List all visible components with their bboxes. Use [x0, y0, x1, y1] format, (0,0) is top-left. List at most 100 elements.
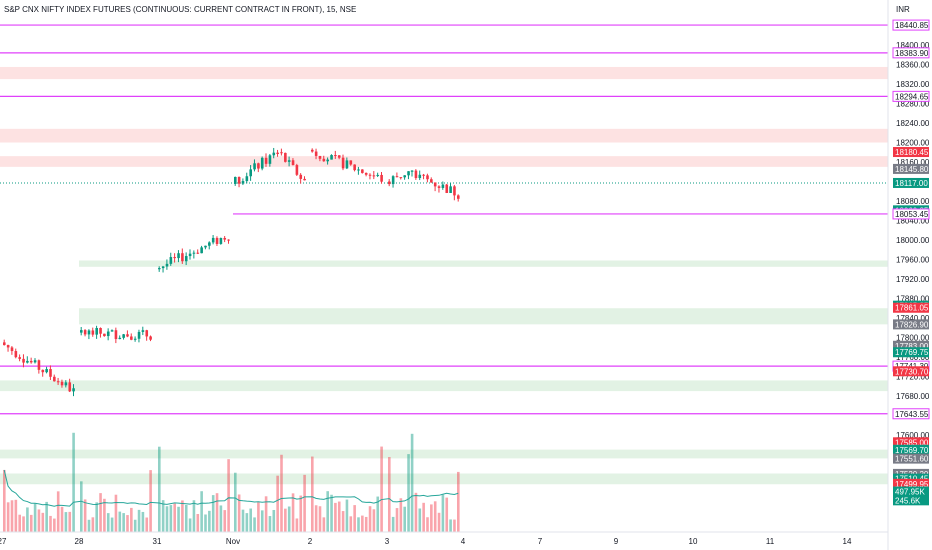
candle[interactable]: [326, 159, 329, 162]
candle[interactable]: [26, 360, 29, 363]
candle[interactable]: [414, 170, 418, 179]
candle[interactable]: [53, 376, 56, 382]
candle[interactable]: [161, 266, 165, 269]
candle[interactable]: [372, 175, 376, 177]
candle[interactable]: [64, 382, 68, 386]
candle[interactable]: [177, 253, 180, 259]
candle[interactable]: [18, 357, 21, 359]
candle[interactable]: [10, 347, 14, 352]
candle[interactable]: [322, 158, 326, 162]
candle[interactable]: [29, 360, 33, 363]
candle[interactable]: [422, 174, 425, 176]
candle[interactable]: [361, 169, 364, 173]
candle[interactable]: [341, 157, 345, 169]
candle[interactable]: [14, 351, 18, 358]
candle[interactable]: [80, 330, 83, 333]
candle[interactable]: [399, 177, 403, 179]
candle[interactable]: [441, 184, 445, 188]
candle[interactable]: [110, 330, 114, 332]
candle[interactable]: [357, 169, 360, 171]
candle[interactable]: [99, 328, 102, 334]
candle[interactable]: [257, 163, 260, 169]
candle[interactable]: [453, 186, 456, 196]
candle[interactable]: [165, 263, 169, 267]
candle[interactable]: [337, 155, 341, 158]
candle[interactable]: [133, 338, 137, 340]
candle[interactable]: [349, 160, 353, 165]
candle[interactable]: [227, 239, 230, 241]
candle[interactable]: [149, 336, 152, 340]
candle[interactable]: [272, 152, 276, 156]
candle[interactable]: [196, 252, 200, 254]
candle[interactable]: [295, 165, 299, 175]
candle[interactable]: [223, 237, 227, 240]
candle[interactable]: [60, 381, 64, 386]
candle[interactable]: [192, 252, 196, 254]
candle[interactable]: [457, 195, 460, 199]
candle[interactable]: [418, 174, 422, 179]
candle[interactable]: [103, 333, 106, 337]
candle[interactable]: [145, 330, 149, 337]
candle[interactable]: [169, 257, 173, 264]
candle[interactable]: [118, 337, 122, 340]
candle[interactable]: [260, 157, 264, 169]
candle[interactable]: [114, 330, 118, 340]
candle[interactable]: [33, 360, 37, 363]
candle[interactable]: [403, 175, 406, 178]
candle[interactable]: [126, 334, 129, 337]
candle[interactable]: [388, 181, 391, 185]
candle[interactable]: [137, 331, 141, 339]
candle[interactable]: [68, 382, 72, 392]
candle[interactable]: [426, 175, 429, 180]
candle[interactable]: [234, 177, 237, 184]
candle[interactable]: [204, 245, 207, 248]
candle[interactable]: [211, 237, 215, 243]
candle[interactable]: [449, 186, 452, 193]
candle[interactable]: [41, 369, 45, 373]
candle[interactable]: [445, 184, 449, 193]
candle[interactable]: [368, 174, 372, 176]
candle[interactable]: [430, 179, 433, 183]
candle[interactable]: [268, 155, 272, 164]
candle[interactable]: [311, 149, 314, 152]
candle[interactable]: [299, 174, 303, 179]
candle[interactable]: [122, 334, 125, 338]
candle[interactable]: [287, 160, 291, 162]
candle[interactable]: [380, 174, 383, 182]
candle[interactable]: [334, 155, 337, 157]
candle[interactable]: [37, 360, 41, 370]
candle[interactable]: [345, 160, 349, 169]
candle[interactable]: [45, 369, 48, 373]
candle[interactable]: [437, 186, 441, 188]
candle[interactable]: [188, 253, 192, 257]
candle[interactable]: [56, 381, 60, 383]
candle[interactable]: [330, 155, 333, 160]
candle[interactable]: [87, 330, 91, 335]
candle[interactable]: [249, 169, 252, 177]
candle[interactable]: [353, 164, 356, 171]
candle[interactable]: [22, 358, 25, 363]
candle[interactable]: [173, 257, 176, 259]
candle[interactable]: [219, 237, 223, 244]
candle[interactable]: [376, 174, 380, 176]
candle[interactable]: [314, 151, 318, 156]
candle[interactable]: [215, 237, 219, 244]
candle[interactable]: [184, 256, 188, 262]
candle[interactable]: [284, 152, 287, 162]
candle[interactable]: [91, 330, 95, 335]
candle[interactable]: [200, 247, 203, 254]
x-axis[interactable]: 27 28 31 Nov 2 3 4 7 9 10 11 14: [0, 531, 888, 546]
candle[interactable]: [245, 176, 249, 182]
candle[interactable]: [276, 152, 279, 155]
candle[interactable]: [253, 163, 256, 170]
candle[interactable]: [6, 345, 10, 348]
candle[interactable]: [291, 160, 295, 166]
candle[interactable]: [181, 253, 184, 262]
candle[interactable]: [364, 172, 368, 175]
candle[interactable]: [141, 330, 145, 332]
candle[interactable]: [3, 342, 6, 346]
candle[interactable]: [241, 181, 245, 184]
candle[interactable]: [407, 171, 410, 176]
candle[interactable]: [158, 268, 161, 270]
candle[interactable]: [318, 155, 322, 159]
